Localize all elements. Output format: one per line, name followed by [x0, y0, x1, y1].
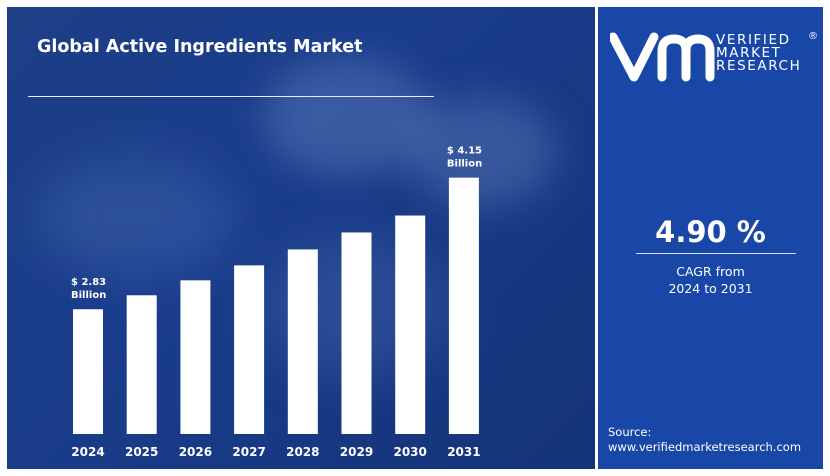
background-photo-glow: [37, 157, 237, 277]
background-photo-glow: [262, 57, 432, 177]
x-tick-label: 2028: [286, 445, 319, 459]
source-label: Source:: [608, 425, 652, 439]
source-url[interactable]: www.verifiedmarketresearch.com: [608, 440, 802, 454]
x-tick-label: 2030: [393, 445, 426, 459]
registered-mark: ®: [808, 31, 818, 42]
bar-2024: [73, 309, 103, 434]
data-label: $ 4.15: [447, 146, 482, 157]
cagr-label: CAGR from 2024 to 2031: [598, 263, 823, 297]
bar-2025: [126, 295, 157, 434]
brand-line: MARKET: [716, 45, 782, 61]
bar-2027: [234, 265, 265, 434]
x-tick-label: 2024: [71, 445, 104, 459]
brand-name: VERIFIED MARKET RESEARCH: [716, 32, 802, 74]
bar-chart: 2024 $ 2.83 Billion 2025 2026 2027 2028 2029 203…: [71, 146, 482, 459]
x-tick-label: 2029: [340, 445, 373, 459]
bar-2026: [180, 280, 211, 434]
x-tick-label: 2031: [447, 445, 480, 459]
cagr-divider: [636, 253, 796, 254]
cagr-label-line: 2024 to 2031: [668, 281, 753, 296]
cagr-label-line: CAGR from: [676, 264, 745, 279]
bar-2031: [448, 177, 479, 434]
bar-2028: [287, 249, 318, 434]
chart-title: Global Active Ingredients Market: [37, 37, 363, 57]
data-label: $ 2.83: [71, 277, 106, 288]
cagr-value: 4.90 %: [655, 215, 766, 249]
brand-line: VERIFIED: [716, 32, 791, 48]
source-block: Source: www.verifiedmarketresearch.com: [608, 425, 801, 455]
title-divider: [28, 96, 434, 97]
bar-2030: [395, 215, 426, 434]
background-photo-glow: [407, 97, 557, 207]
bar-2029: [341, 232, 372, 434]
info-panel: VERIFIED MARKET RESEARCH ® 4.90 % CAGR f…: [598, 7, 823, 469]
x-tick-label: 2025: [125, 445, 158, 459]
chart-panel: Global Active Ingredients Market 2024 $ 2…: [7, 7, 595, 469]
brand-line: RESEARCH: [716, 58, 802, 74]
data-label: Billion: [71, 290, 106, 301]
data-label: Billion: [447, 159, 482, 170]
vmr-logo-icon: [610, 32, 715, 82]
x-tick-label: 2026: [179, 445, 212, 459]
x-tick-label: 2027: [232, 445, 265, 459]
